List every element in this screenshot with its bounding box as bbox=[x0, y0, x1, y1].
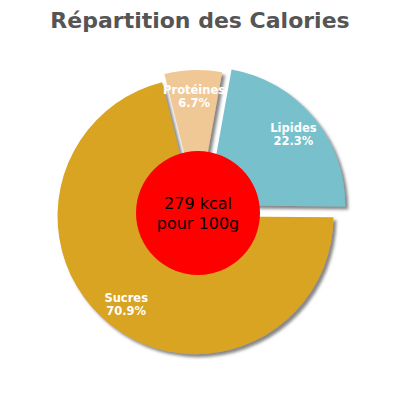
data-label: 22.3% bbox=[273, 134, 313, 148]
slice-label: Sucres bbox=[104, 291, 148, 305]
pie: Protéines6.7% Lipides22.3% Sucres70.9% 279 … bbox=[58, 69, 346, 354]
pie-slice bbox=[58, 82, 334, 354]
data-label: 6.7% bbox=[178, 96, 210, 110]
chart: Répartition des Calories Protéines6.7% Lip… bbox=[0, 0, 400, 400]
data-label: 70.9% bbox=[106, 304, 146, 318]
center-label: pour 100g bbox=[157, 214, 239, 233]
center-label: 279 kcal bbox=[164, 194, 232, 213]
center-circle bbox=[136, 151, 260, 275]
title: Répartition des Calories bbox=[50, 8, 349, 33]
slices bbox=[58, 69, 346, 354]
slice-label: Protéines bbox=[163, 83, 225, 97]
slice-label: Lipides bbox=[270, 121, 316, 135]
